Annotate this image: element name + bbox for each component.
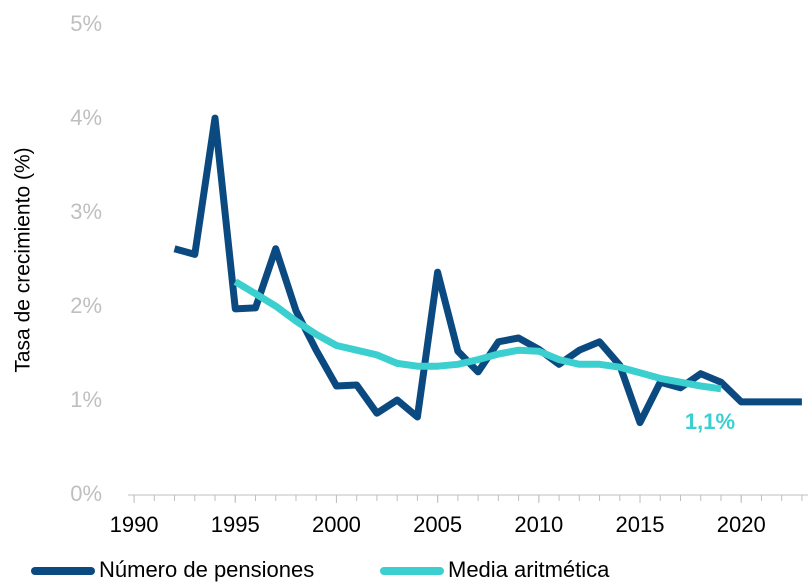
x-tick-label: 2015 (616, 512, 665, 537)
x-tick-label: 2010 (514, 512, 563, 537)
x-tick-label: 1990 (110, 512, 159, 537)
legend-label: Media aritmética (448, 557, 610, 582)
y-tick-label: 1% (70, 387, 102, 412)
legend-label: Número de pensiones (99, 557, 314, 582)
y-tick-label: 5% (70, 11, 102, 36)
x-tick-label: 2005 (413, 512, 462, 537)
y-tick-label: 4% (70, 105, 102, 130)
x-tick-label: 1995 (211, 512, 260, 537)
series-line (173, 114, 802, 427)
annotation: 1,1% (685, 409, 735, 434)
x-tick-label: 2020 (717, 512, 766, 537)
y-tick-label: 3% (70, 199, 102, 224)
y-axis-label: Tasa de crecimiento (%) (12, 147, 35, 372)
y-tick-label: 0% (70, 481, 102, 506)
y-tick-label: 2% (70, 293, 102, 318)
x-tick-label: 2000 (312, 512, 361, 537)
series-line (233, 278, 722, 393)
